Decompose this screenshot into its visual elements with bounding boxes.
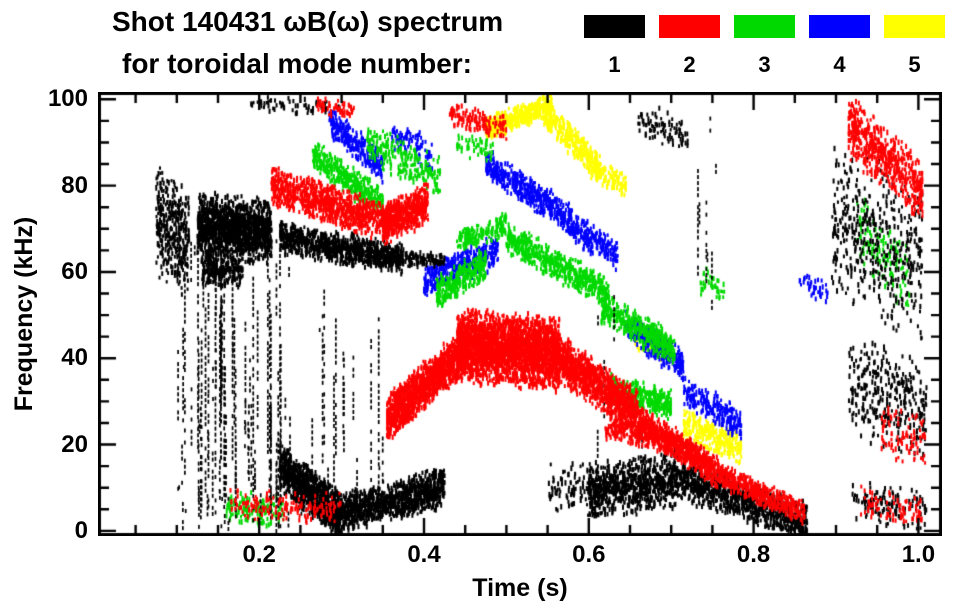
legend-label-2: 2 [683,52,696,77]
x-tick-label: 0.4 [407,541,441,568]
y-tick-label: 80 [61,171,88,199]
chart-subtitle: for toroidal mode number: [122,48,472,79]
legend-swatch-3 [734,15,795,38]
legend-swatch-5 [884,15,945,38]
x-tick-label: 0.6 [572,541,606,568]
legend-label-5: 5 [908,52,921,77]
x-tick-label: 0.8 [736,541,771,568]
y-tick-label: 100 [47,85,88,113]
legend-swatch-1 [584,15,645,38]
x-tick-label: 1.0 [901,541,936,568]
legend-number-labels: 1 2 3 4 5 [584,52,945,78]
legend [584,15,945,38]
y-tick-label: 60 [61,257,88,285]
x-tick-label: 0.2 [242,541,276,568]
legend-swatch-4 [809,15,870,38]
legend-label-4: 4 [833,52,846,77]
y-axis-title: Frequency (kHz) [10,216,38,412]
legend-label-1: 1 [608,52,621,77]
spectrogram-canvas [98,92,942,536]
chart-title: Shot 140431 ωB(ω) spectrum [112,6,504,37]
x-axis-title: Time (s) [472,574,568,602]
legend-swatch-2 [659,15,720,38]
y-tick-label: 20 [61,430,88,458]
legend-label-3: 3 [758,52,771,77]
y-tick-label: 40 [61,344,88,372]
y-tick-label: 0 [74,516,88,544]
